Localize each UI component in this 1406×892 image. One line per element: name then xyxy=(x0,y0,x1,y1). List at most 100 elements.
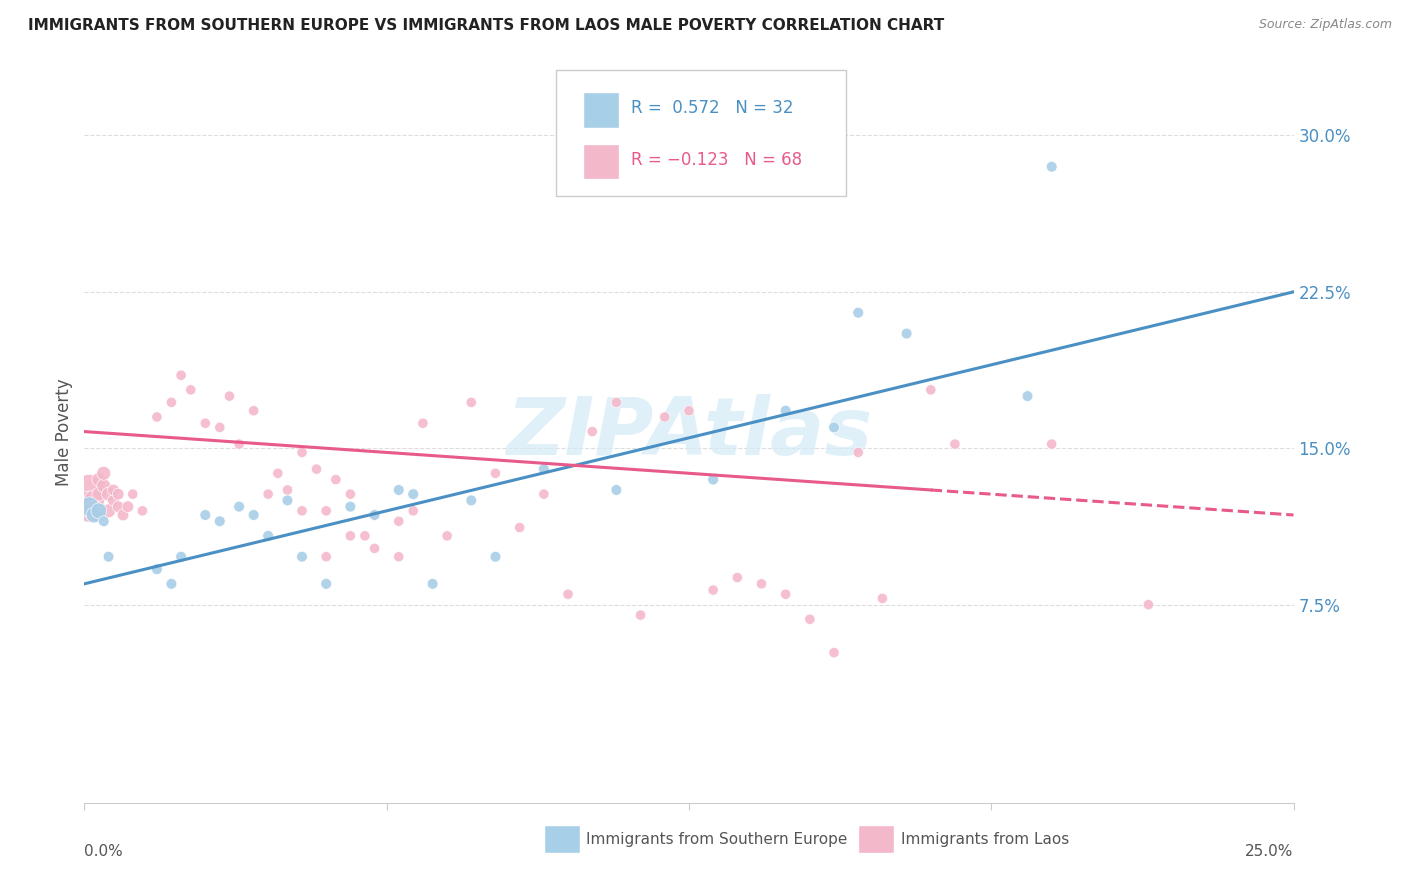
Point xyxy=(77,483,100,497)
Point xyxy=(896,326,918,341)
Text: 25.0%: 25.0% xyxy=(1246,844,1294,858)
Point xyxy=(422,577,444,591)
Point xyxy=(291,549,314,564)
Point xyxy=(678,403,700,417)
Point xyxy=(363,508,385,522)
Point xyxy=(93,467,115,481)
Point xyxy=(83,504,105,518)
Point xyxy=(103,483,125,497)
Point xyxy=(257,487,280,501)
Text: R =  0.572   N = 32: R = 0.572 N = 32 xyxy=(631,99,793,118)
Bar xyxy=(582,144,619,179)
Point xyxy=(77,500,100,514)
Point xyxy=(257,529,280,543)
Point xyxy=(339,500,361,514)
Point xyxy=(208,514,231,528)
Point xyxy=(194,416,217,430)
FancyBboxPatch shape xyxy=(555,70,846,195)
Point xyxy=(218,389,240,403)
Point xyxy=(83,508,105,522)
Point xyxy=(509,520,531,534)
Point xyxy=(460,395,482,409)
Point xyxy=(823,646,845,660)
Point xyxy=(242,508,264,522)
Point xyxy=(388,483,411,497)
Text: Immigrants from Southern Europe: Immigrants from Southern Europe xyxy=(586,832,848,847)
Point xyxy=(846,445,869,459)
Point xyxy=(388,514,411,528)
Point xyxy=(228,437,250,451)
Point xyxy=(97,549,120,564)
Point xyxy=(228,500,250,514)
Point xyxy=(775,403,797,417)
Text: 0.0%: 0.0% xyxy=(84,844,124,858)
Point xyxy=(305,462,328,476)
Point xyxy=(354,529,377,543)
Point xyxy=(799,612,821,626)
Text: R = −0.123   N = 68: R = −0.123 N = 68 xyxy=(631,151,801,169)
Point xyxy=(160,395,183,409)
Point xyxy=(97,487,120,501)
Point xyxy=(77,500,100,514)
Point xyxy=(315,549,337,564)
Point xyxy=(315,504,337,518)
Point xyxy=(325,473,347,487)
Point xyxy=(533,487,555,501)
Point xyxy=(943,437,966,451)
Point xyxy=(630,608,652,623)
Point xyxy=(315,577,337,591)
Point xyxy=(339,529,361,543)
Point xyxy=(103,493,125,508)
Bar xyxy=(544,825,581,853)
Point xyxy=(484,467,506,481)
Point xyxy=(402,487,425,501)
Point xyxy=(160,577,183,591)
Point xyxy=(146,409,169,424)
Text: Source: ZipAtlas.com: Source: ZipAtlas.com xyxy=(1258,18,1392,31)
Point xyxy=(242,403,264,417)
Point xyxy=(363,541,385,556)
Point xyxy=(484,549,506,564)
Point xyxy=(87,487,110,501)
Point xyxy=(180,383,202,397)
Point xyxy=(276,483,298,497)
Point xyxy=(412,416,434,430)
Point xyxy=(146,562,169,576)
Point xyxy=(1040,437,1063,451)
Point xyxy=(460,493,482,508)
Point xyxy=(208,420,231,434)
Point xyxy=(87,504,110,518)
Text: Immigrants from Laos: Immigrants from Laos xyxy=(901,832,1069,847)
Point xyxy=(581,425,603,439)
Point xyxy=(872,591,894,606)
Point xyxy=(823,420,845,434)
Point xyxy=(702,473,724,487)
Point xyxy=(87,473,110,487)
Point xyxy=(339,487,361,501)
Point xyxy=(97,504,120,518)
Point xyxy=(131,504,153,518)
Bar xyxy=(582,92,619,128)
Text: IMMIGRANTS FROM SOUTHERN EUROPE VS IMMIGRANTS FROM LAOS MALE POVERTY CORRELATION: IMMIGRANTS FROM SOUTHERN EUROPE VS IMMIG… xyxy=(28,18,945,33)
Point xyxy=(654,409,676,424)
Point xyxy=(291,504,314,518)
Point xyxy=(920,383,942,397)
Point xyxy=(363,508,385,522)
Point xyxy=(83,493,105,508)
Point xyxy=(846,306,869,320)
Point xyxy=(1017,389,1039,403)
Point xyxy=(751,577,773,591)
Point xyxy=(1040,160,1063,174)
Point xyxy=(533,462,555,476)
Point xyxy=(112,508,135,522)
Point xyxy=(775,587,797,601)
Point xyxy=(117,500,139,514)
Point xyxy=(170,368,193,383)
Point xyxy=(402,504,425,518)
Point xyxy=(107,500,129,514)
Y-axis label: Male Poverty: Male Poverty xyxy=(55,379,73,486)
Point xyxy=(267,467,290,481)
Point xyxy=(276,493,298,508)
Point xyxy=(121,487,143,501)
Point xyxy=(725,570,748,584)
